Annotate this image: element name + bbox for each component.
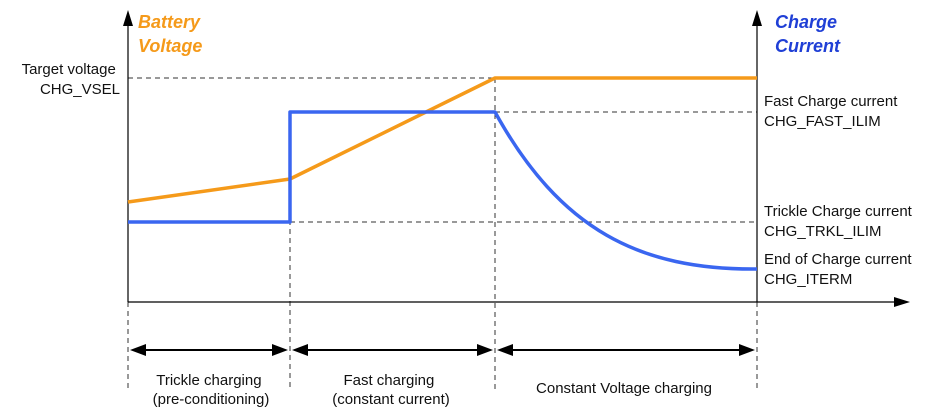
x-axis-arrow <box>894 297 910 307</box>
end-current-label: End of Charge current CHG_ITERM <box>764 251 916 288</box>
charge-current-curve <box>128 110 758 271</box>
fast-current-label: Fast Charge current CHG_FAST_ILIM <box>764 93 902 130</box>
right-axis-title: Charge Current <box>775 12 842 56</box>
phase-arrow-cv <box>497 344 755 356</box>
cv-phase-label: Constant Voltage charging <box>536 380 712 397</box>
target-voltage-label: Target voltage CHG_VSEL <box>22 61 120 98</box>
battery-voltage-curve <box>127 76 757 204</box>
left-axis-arrow <box>123 10 133 26</box>
phase-arrow-trickle <box>130 344 288 356</box>
left-axis-title: Battery Voltage <box>138 12 205 56</box>
fast-phase-label: Fast charging (constant current) <box>332 372 450 408</box>
phase-arrow-fast <box>292 344 493 356</box>
right-axis-arrow <box>752 10 762 26</box>
trickle-phase-label: Trickle charging (pre-conditioning) <box>153 372 270 408</box>
trickle-current-label: Trickle Charge current CHG_TRKL_ILIM <box>764 203 916 240</box>
